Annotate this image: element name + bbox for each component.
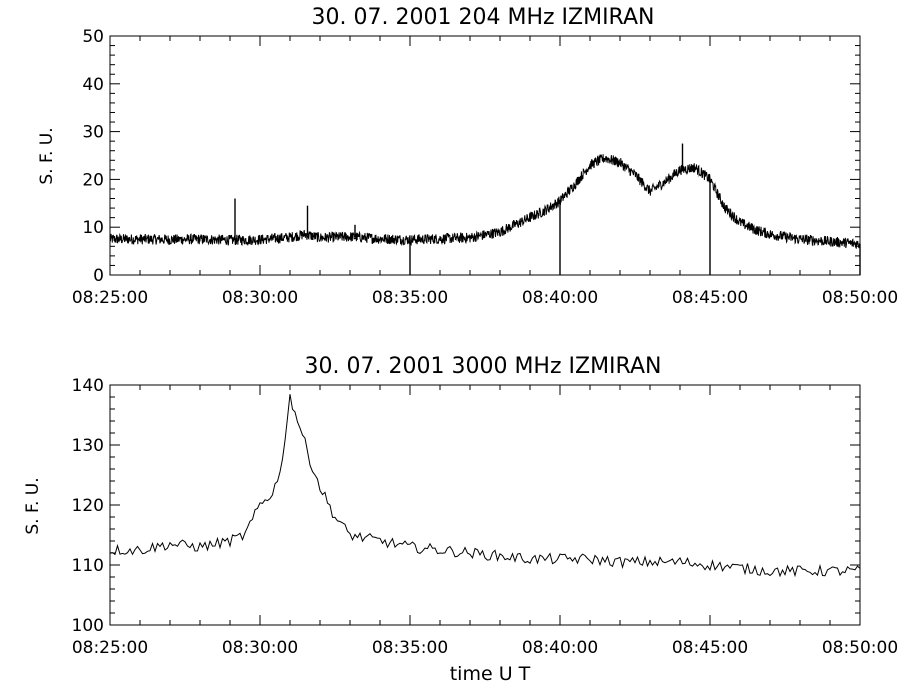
x-tick-label: 08:30:00 [222,638,298,658]
plot-frame [109,35,861,276]
x-axis-label: time U T [450,663,531,685]
y-tick-label: 10 [82,218,104,238]
x-tick-label: 08:50:00 [822,288,898,308]
x-tick-label: 08:25:00 [72,288,148,308]
x-tick-label: 08:45:00 [672,288,748,308]
x-tick-label: 08:50:00 [822,638,898,658]
axis-ticks [109,384,861,626]
y-tick-label: 100 [72,616,104,636]
plot-frame [109,384,861,626]
chart-3000mhz: 30. 07. 2001 3000 MHz IZMIRAN S. F. U. t… [23,354,898,685]
y-tick-label: 20 [82,170,104,190]
x-tick-label: 08:35:00 [372,638,448,658]
x-tick-label: 08:35:00 [372,288,448,308]
series-line [109,154,861,249]
series-line [109,394,861,578]
y-tick-label: 0 [93,266,104,286]
y-axis-label: S. F. U. [37,127,57,184]
x-tick-label: 08:40:00 [522,638,598,658]
y-axis-label: S. F. U. [23,477,43,534]
x-tick-label: 08:40:00 [522,288,598,308]
y-tick-label: 110 [72,556,104,576]
chart-title: 30. 07. 2001 204 MHz IZMIRAN [312,5,655,30]
tick-labels: 08:25:00 08:30:00 08:35:00 08:40:00 08:45:00… [72,27,898,308]
y-tick-label: 30 [82,123,104,143]
plot-data [109,143,861,275]
chart-title: 30. 07. 2001 3000 MHz IZMIRAN [305,354,662,379]
x-tick-label: 08:25:00 [72,638,148,658]
y-tick-label: 130 [72,436,104,456]
x-tick-label: 08:45:00 [672,638,748,658]
y-tick-label: 40 [82,75,104,95]
y-tick-label: 140 [72,376,104,396]
y-tick-label: 50 [82,27,104,47]
tick-labels: 08:25:00 08:30:00 08:35:00 08:40:00 08:45:00… [72,376,899,658]
y-tick-label: 120 [72,496,104,516]
plot-data [109,394,861,578]
chart-204mhz: 30. 07. 2001 204 MHz IZMIRAN S. F. U. 08… [37,5,898,308]
x-tick-label: 08:30:00 [222,288,298,308]
